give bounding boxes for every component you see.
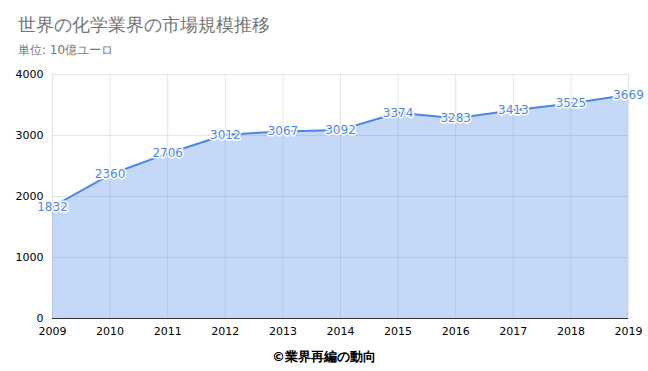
svg-text:2012: 2012: [211, 325, 239, 338]
svg-text:3374: 3374: [383, 106, 414, 120]
svg-text:2015: 2015: [384, 325, 412, 338]
svg-text:1832: 1832: [37, 200, 68, 214]
svg-text:3525: 3525: [556, 96, 587, 110]
svg-text:3000: 3000: [16, 129, 44, 142]
svg-text:0: 0: [37, 312, 44, 325]
svg-text:2014: 2014: [327, 325, 355, 338]
svg-text:4000: 4000: [16, 68, 44, 81]
svg-text:3413: 3413: [498, 103, 529, 117]
html-text:©業界再編の動向: ©業界再編の動向: [272, 349, 376, 364]
svg-text:2016: 2016: [442, 325, 470, 338]
svg-text:2013: 2013: [269, 325, 297, 338]
svg-text:2000: 2000: [15, 190, 44, 203]
svg-text:3092: 3092: [325, 123, 356, 137]
svg-text:2360: 2360: [95, 167, 126, 181]
svg-text:2009: 2009: [39, 325, 67, 338]
html-text:単位: 10億ユーロ: 単位: 10億ユーロ: [18, 43, 114, 57]
svg-text:3067: 3067: [268, 124, 299, 138]
svg-text:3669: 3669: [613, 88, 644, 102]
svg-text:3012: 3012: [210, 128, 241, 142]
svg-text:2019: 2019: [615, 325, 643, 338]
html-text:世界の化学業界の市場規模推移: 世界の化学業界の市場規模推移: [18, 14, 270, 35]
svg-text:3283: 3283: [440, 111, 471, 125]
svg-text:2017: 2017: [499, 325, 527, 338]
svg-text:2011: 2011: [154, 325, 182, 338]
svg-text:1000: 1000: [16, 251, 44, 264]
svg-text:2706: 2706: [152, 146, 183, 160]
svg-text:2018: 2018: [557, 325, 585, 338]
svg-text:2010: 2010: [96, 325, 124, 338]
